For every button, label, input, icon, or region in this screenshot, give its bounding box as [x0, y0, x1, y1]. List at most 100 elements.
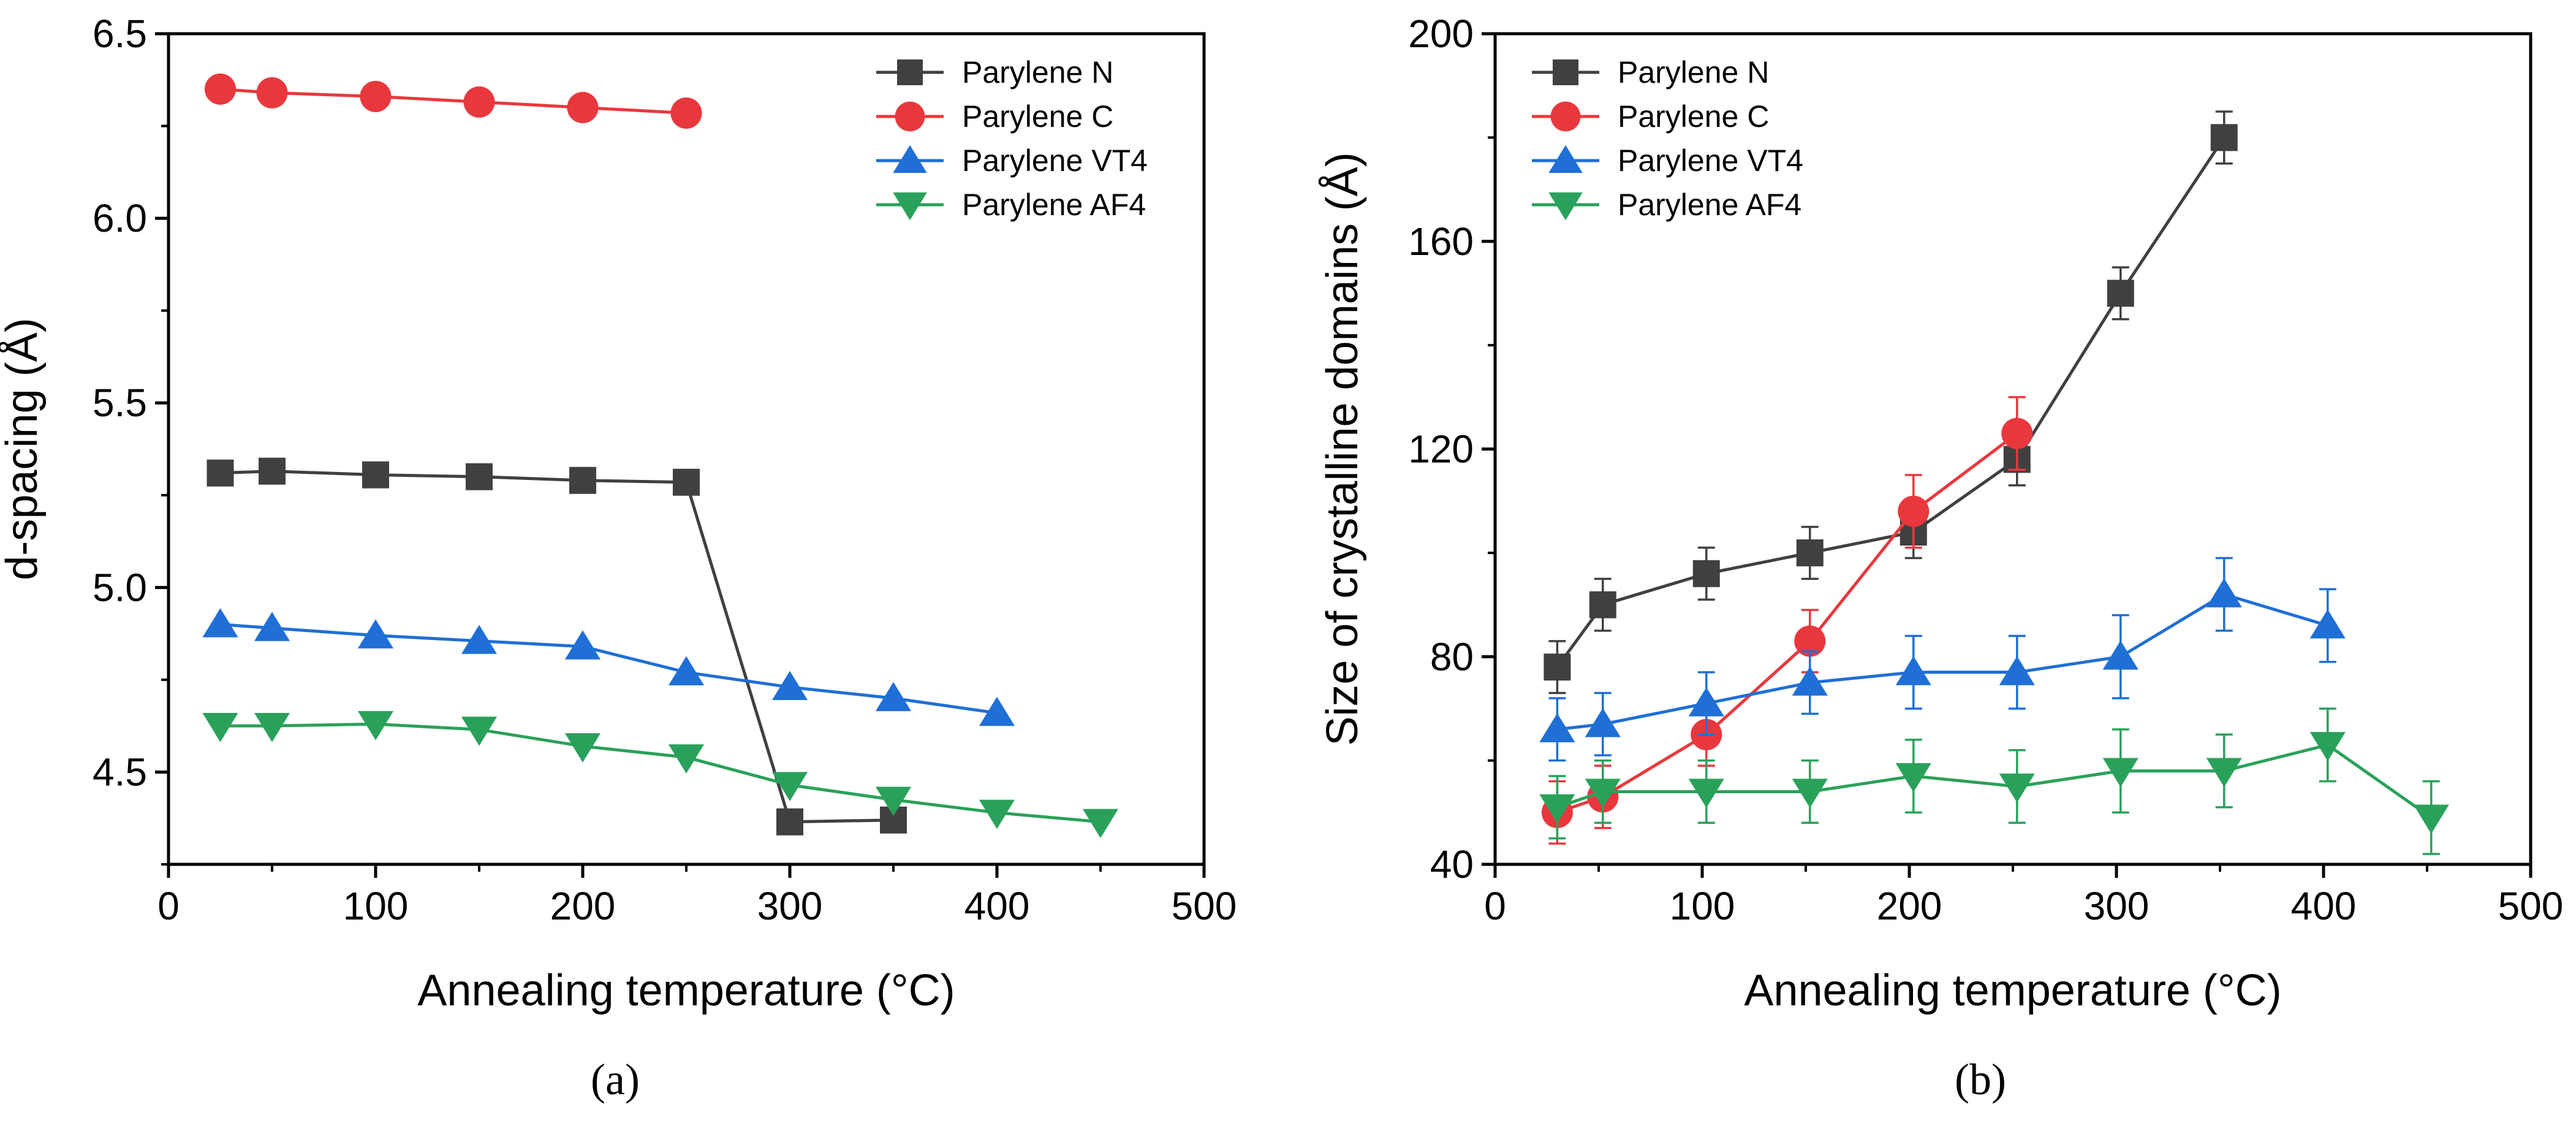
data-point: [256, 77, 288, 109]
data-point: [564, 733, 601, 763]
data-point: [461, 717, 498, 746]
series-parylene-af4: [202, 711, 1119, 839]
series-line: [1556, 432, 2018, 814]
y-axis-title: d-spacing (Å): [0, 318, 47, 580]
data-point: [875, 682, 912, 712]
data-point: [979, 696, 1015, 726]
data-point: [771, 772, 808, 801]
y-tick-label: 4.5: [93, 750, 147, 794]
data-point: [1688, 687, 1724, 717]
data-point: [1999, 773, 2035, 803]
y-axis-title: Size of crystalline domains (Å): [1318, 152, 1367, 745]
legend-marker: [895, 101, 925, 132]
data-point: [2102, 640, 2138, 670]
data-point: [254, 612, 290, 641]
legend-marker: [893, 145, 927, 173]
data-point: [1895, 763, 1931, 793]
data-point: [360, 80, 392, 112]
data-point: [1692, 560, 1720, 587]
x-tick-label: 400: [964, 884, 1030, 928]
data-point: [461, 625, 498, 654]
data-point: [1539, 794, 1575, 824]
series-line: [1557, 592, 2328, 731]
data-point: [357, 711, 394, 741]
series-line: [220, 722, 1101, 824]
y-tick-label: 5.5: [93, 381, 147, 425]
data-point: [254, 713, 290, 742]
legend-label: Parylene N: [962, 55, 1113, 89]
data-point: [979, 799, 1015, 829]
y-tick-label: 160: [1408, 219, 1474, 264]
panel-b-label: (b): [1955, 1055, 2006, 1104]
legend-label: Parylene AF4: [1618, 188, 1801, 222]
legend-marker: [1548, 192, 1583, 221]
legend-label: Parylene VT4: [962, 143, 1148, 178]
series-parylene-c: [204, 73, 702, 129]
legend: Parylene N Parylene C Parylene VT4 Parylene…: [876, 55, 1148, 222]
data-point: [2210, 124, 2238, 151]
y-tick-label: 6.0: [93, 196, 147, 240]
data-point: [1796, 539, 1824, 566]
y-tick-label: 80: [1430, 634, 1474, 679]
panel-a-label: (a): [591, 1055, 640, 1104]
data-point: [776, 808, 803, 836]
series-line: [220, 470, 894, 824]
data-point: [1585, 707, 1621, 737]
data-point: [1794, 625, 1826, 657]
data-point: [1999, 656, 2035, 685]
y-tick-label: 5.0: [93, 565, 147, 609]
panel-b-chart: 0 100 200 300 400 500 40 80 120 160 200 Annealing t…: [1318, 12, 2563, 1015]
data-point: [1898, 495, 1930, 527]
y-tick-label: 40: [1430, 842, 1474, 886]
y-tick-label: 120: [1408, 427, 1474, 471]
data-point: [673, 468, 700, 496]
legend-label: Parylene C: [962, 99, 1113, 134]
data-point: [875, 786, 912, 817]
data-point: [362, 461, 389, 489]
series-line: [220, 87, 687, 115]
series-parylene-af4: [1539, 707, 2449, 855]
data-point: [206, 459, 234, 487]
data-point: [1585, 779, 1621, 808]
legend-label: Parylene C: [1618, 99, 1769, 134]
legend-marker: [1553, 59, 1578, 85]
legend-marker: [1550, 101, 1581, 132]
data-point: [670, 97, 702, 129]
series-parylene-c: [1541, 396, 2033, 845]
data-point: [1544, 653, 1571, 681]
y-tick-label: 200: [1408, 12, 1474, 56]
series-line: [1556, 136, 2226, 668]
x-tick-label: 300: [2084, 884, 2150, 928]
legend-label: Parylene AF4: [962, 188, 1146, 222]
series-line: [220, 623, 998, 715]
data-point: [567, 91, 599, 123]
data-point: [668, 744, 705, 774]
x-tick-label: 100: [343, 884, 409, 928]
data-point: [1792, 666, 1828, 696]
legend-label: Parylene N: [1618, 55, 1769, 89]
data-point: [2309, 609, 2346, 639]
x-axis-title: Annealing temperature (°C): [417, 966, 955, 1015]
data-point: [771, 671, 808, 701]
x-tick-label: 500: [2498, 884, 2564, 928]
series-line: [1556, 743, 2433, 819]
data-point: [1082, 809, 1119, 839]
data-point: [259, 457, 286, 485]
y-tick-label: 6.5: [93, 12, 147, 56]
series-parylene-vt4: [1539, 557, 2346, 762]
x-tick-label: 300: [757, 884, 823, 928]
x-tick-label: 0: [157, 884, 180, 928]
data-point: [2309, 732, 2346, 761]
x-tick-label: 500: [1172, 884, 1237, 928]
series-parylene-n: [206, 457, 907, 836]
x-tick-label: 200: [1877, 884, 1942, 928]
x-tick-label: 200: [550, 884, 616, 928]
data-point: [1792, 779, 1828, 808]
data-point: [466, 463, 493, 490]
data-point: [564, 630, 601, 660]
data-point: [357, 619, 394, 649]
x-tick-label: 100: [1670, 884, 1735, 928]
data-point: [2001, 417, 2033, 449]
legend-marker: [893, 192, 927, 221]
